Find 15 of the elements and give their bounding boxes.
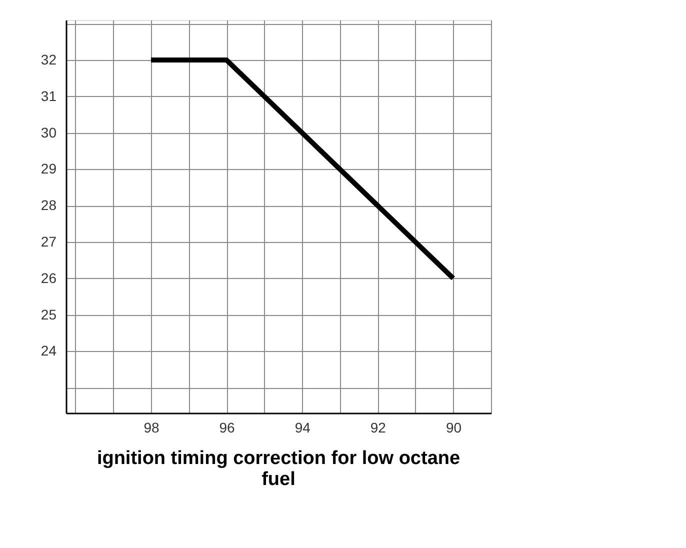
x-tick-label: 96 [219, 420, 236, 436]
y-tick-label: 24 [40, 342, 57, 359]
x-tick-label: 90 [446, 420, 462, 436]
x-tick-label: 92 [370, 420, 386, 436]
y-tick-label: 28 [40, 197, 57, 214]
y-tick-label: 29 [40, 160, 57, 177]
y-tick-label: 27 [40, 233, 57, 250]
x-tick-label: 94 [294, 420, 311, 436]
text: ignition timing correction for low octane fuel [96, 448, 460, 490]
y-tick-label: 30 [40, 124, 57, 140]
y-tick-label: 31 [40, 88, 57, 104]
y-tick-label: 32 [40, 52, 57, 68]
x-tick-label: 98 [144, 420, 160, 436]
y-tick-label: 26 [40, 270, 57, 286]
y-tick-label: 25 [40, 306, 57, 322]
